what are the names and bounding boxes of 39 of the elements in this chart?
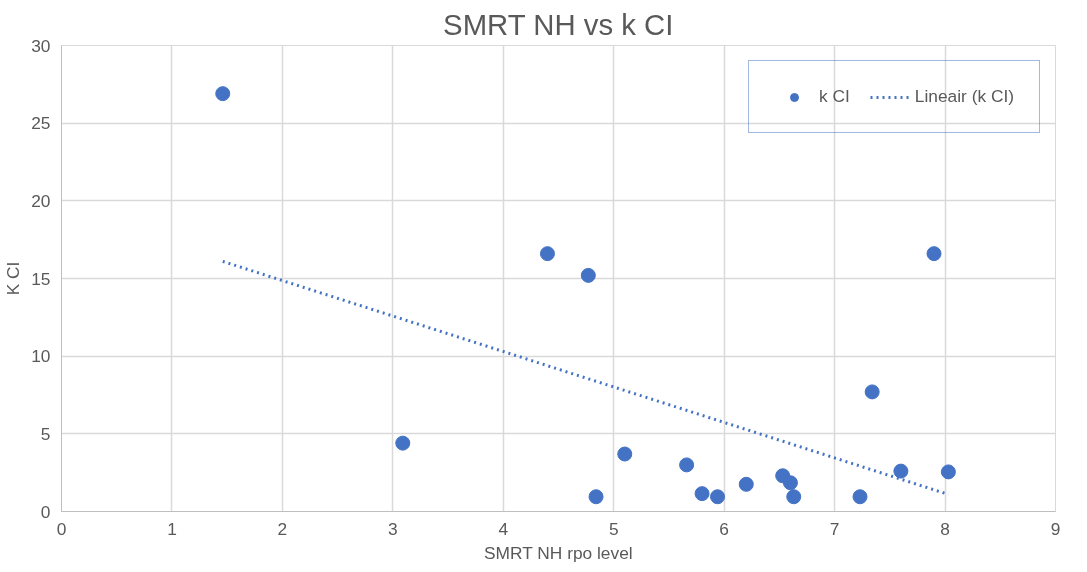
point (679, 457, 695, 473)
point (539, 246, 555, 262)
legend-label: Lineair (k CI) (914, 86, 1014, 107)
point (893, 463, 909, 479)
x-tick-label: 3 (388, 518, 398, 539)
x-tick-label: 4 (498, 518, 509, 539)
x-tick-label: 0 (56, 518, 67, 539)
x-tick-label: 9 (1050, 518, 1061, 539)
y-tick-label: 15 (31, 268, 51, 289)
point (580, 267, 596, 283)
point (694, 486, 710, 502)
x-tick-label: 6 (719, 518, 729, 539)
x-tick-label: 7 (829, 518, 840, 539)
point (864, 384, 880, 400)
point (852, 489, 868, 505)
point (926, 246, 942, 262)
point (786, 489, 802, 505)
y-tick-label: 20 (31, 190, 51, 211)
x-axis-title: SMRT NH rpo level (484, 542, 633, 563)
y-tick-label: 5 (40, 423, 51, 444)
point (940, 464, 956, 480)
point (710, 489, 726, 505)
y-tick-label: 30 (31, 35, 51, 56)
y-axis-title: K CI (3, 261, 24, 296)
x-tick-label: 8 (940, 518, 950, 539)
x-tick-label: 1 (167, 518, 177, 539)
y-tick-label: 25 (31, 113, 51, 134)
y-tick-label: 10 (31, 346, 51, 367)
point (738, 476, 754, 492)
point (588, 489, 604, 505)
point (215, 86, 231, 102)
y-tick-label: 0 (40, 501, 51, 522)
legend-label: k CI (819, 86, 850, 107)
point (782, 475, 798, 491)
point (395, 435, 411, 451)
chart-title: SMRT NH vs k CI (443, 7, 674, 41)
x-tick-label: 2 (277, 518, 288, 539)
point (617, 446, 633, 462)
x-tick-label: 5 (608, 518, 619, 539)
